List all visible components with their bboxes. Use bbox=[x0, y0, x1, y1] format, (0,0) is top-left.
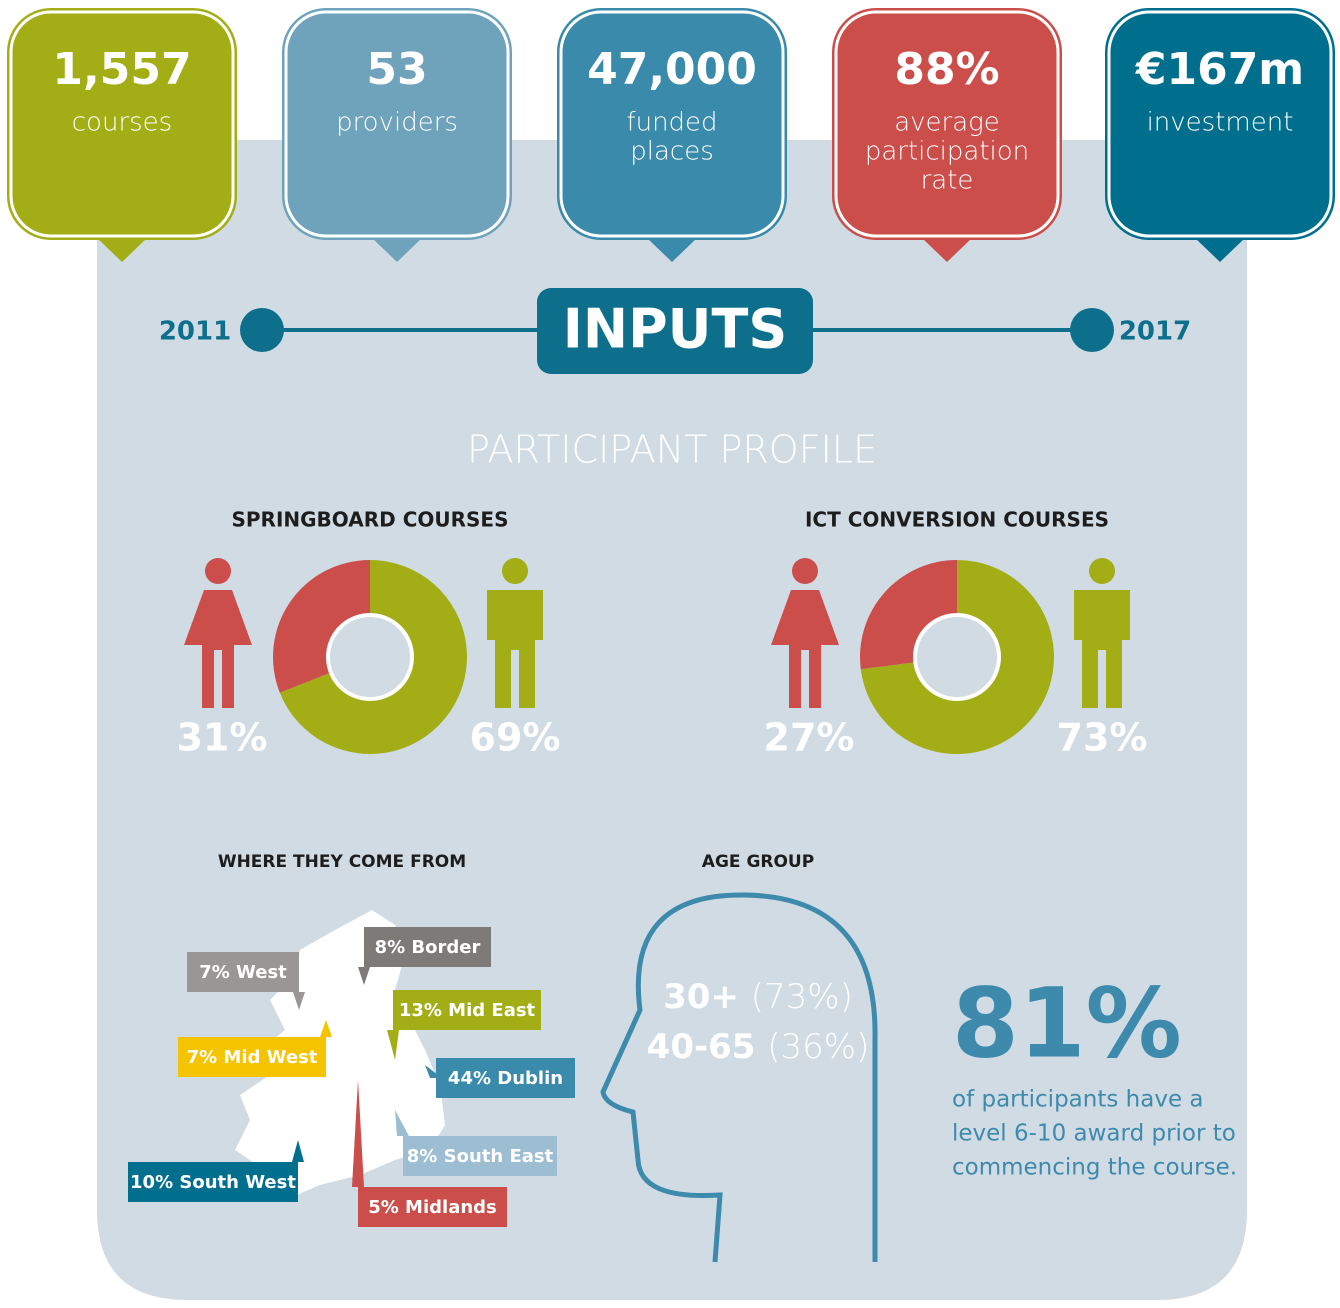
award-text: of participants have a bbox=[952, 1087, 1204, 1113]
label-tail bbox=[358, 967, 370, 985]
person-body bbox=[184, 590, 252, 708]
inputs-title: INPUTS bbox=[563, 298, 787, 361]
age-line: 40-65 (36%) bbox=[647, 1027, 870, 1067]
stat-label: courses bbox=[72, 108, 172, 138]
region-label-box bbox=[393, 990, 541, 1030]
person-head bbox=[792, 558, 818, 584]
chart-title: SPRINGBOARD COURSES bbox=[231, 508, 508, 532]
person-head bbox=[205, 558, 231, 584]
region-label-box bbox=[358, 1187, 507, 1227]
person-body bbox=[1074, 590, 1130, 708]
section-title: PARTICIPANT PROFILE bbox=[467, 428, 877, 472]
male-share: 73% bbox=[1057, 716, 1148, 760]
inputs-box bbox=[537, 288, 813, 374]
stat-value: 53 bbox=[366, 44, 427, 95]
pointer bbox=[97, 238, 147, 262]
stat-label: participation bbox=[865, 137, 1029, 167]
donut-ring bbox=[913, 613, 1001, 701]
age-share: (73%) bbox=[751, 977, 853, 1017]
region-label-box bbox=[187, 952, 299, 992]
region-label-box bbox=[178, 1037, 326, 1077]
region-label: 5% Midlands bbox=[368, 1197, 497, 1218]
donut-segment bbox=[279, 560, 467, 755]
region-label: 7% Mid West bbox=[187, 1047, 318, 1068]
person-body bbox=[487, 590, 543, 708]
award-text: level 6-10 award prior to bbox=[952, 1121, 1236, 1147]
region-label: 44% Dublin bbox=[448, 1068, 563, 1089]
age-share: (36%) bbox=[767, 1027, 869, 1067]
stat-value: €167m bbox=[1135, 44, 1304, 95]
year-start: 2011 bbox=[159, 317, 231, 347]
label-tail bbox=[387, 1030, 399, 1060]
region-label: 10% South West bbox=[130, 1172, 296, 1193]
age-range: 30+ bbox=[663, 977, 751, 1017]
pointer bbox=[647, 238, 697, 262]
stat-label: investment bbox=[1147, 108, 1294, 138]
stat-box bbox=[1107, 10, 1333, 238]
timeline-dot bbox=[240, 308, 284, 352]
stat-box bbox=[9, 10, 235, 238]
age-range: 40-65 bbox=[647, 1027, 768, 1067]
chart-title: ICT CONVERSION COURSES bbox=[805, 508, 1109, 532]
female-share: 31% bbox=[177, 716, 268, 760]
male-share: 69% bbox=[470, 716, 561, 760]
award-text: commencing the course. bbox=[952, 1155, 1237, 1181]
stat-box bbox=[834, 10, 1060, 238]
region-label: 7% West bbox=[199, 962, 287, 983]
age-line: 30+ (73%) bbox=[663, 977, 853, 1017]
award-value: 81% bbox=[952, 967, 1182, 1079]
stat-label: rate bbox=[921, 166, 974, 196]
stat-label: places bbox=[630, 137, 714, 167]
stat-value: 47,000 bbox=[587, 44, 757, 95]
stat-box bbox=[284, 10, 510, 238]
region-label-box bbox=[364, 927, 491, 967]
label-tail bbox=[352, 1080, 364, 1187]
region-label-box bbox=[128, 1162, 298, 1202]
pointer bbox=[922, 238, 972, 262]
year-end: 2017 bbox=[1119, 317, 1191, 347]
stat-label: average bbox=[894, 108, 1000, 138]
head-outline bbox=[600, 892, 878, 1263]
stat-value: 88% bbox=[894, 44, 999, 95]
stat-value: 1,557 bbox=[52, 44, 191, 95]
donut-segment bbox=[273, 560, 370, 693]
age-title: AGE GROUP bbox=[702, 852, 814, 872]
region-label: 8% Border bbox=[375, 937, 481, 958]
region-label: 13% Mid East bbox=[399, 1000, 536, 1021]
label-tail bbox=[395, 1110, 409, 1136]
regions-title: WHERE THEY COME FROM bbox=[218, 852, 466, 872]
person-head bbox=[1089, 558, 1115, 584]
region-label-box bbox=[436, 1058, 575, 1098]
label-tail bbox=[320, 1020, 332, 1037]
timeline-dot bbox=[1070, 308, 1114, 352]
region-label-box bbox=[403, 1136, 557, 1176]
label-tail bbox=[293, 992, 305, 1010]
donut-ring bbox=[326, 613, 414, 701]
stat-box bbox=[559, 10, 785, 238]
stat-label: funded bbox=[626, 108, 717, 138]
region-label: 8% South East bbox=[407, 1146, 554, 1167]
stat-label: providers bbox=[336, 108, 458, 138]
donut-segment bbox=[860, 560, 1054, 754]
donut-segment bbox=[860, 560, 957, 670]
pointer bbox=[372, 238, 422, 262]
person-body bbox=[771, 590, 839, 708]
female-share: 27% bbox=[764, 716, 855, 760]
label-tail bbox=[292, 1140, 304, 1162]
pointer bbox=[1195, 238, 1245, 262]
person-head bbox=[502, 558, 528, 584]
